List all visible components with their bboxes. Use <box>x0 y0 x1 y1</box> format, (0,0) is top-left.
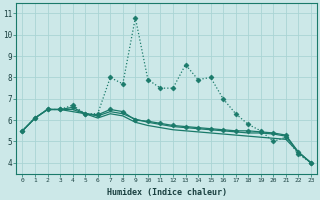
X-axis label: Humidex (Indice chaleur): Humidex (Indice chaleur) <box>107 188 227 197</box>
